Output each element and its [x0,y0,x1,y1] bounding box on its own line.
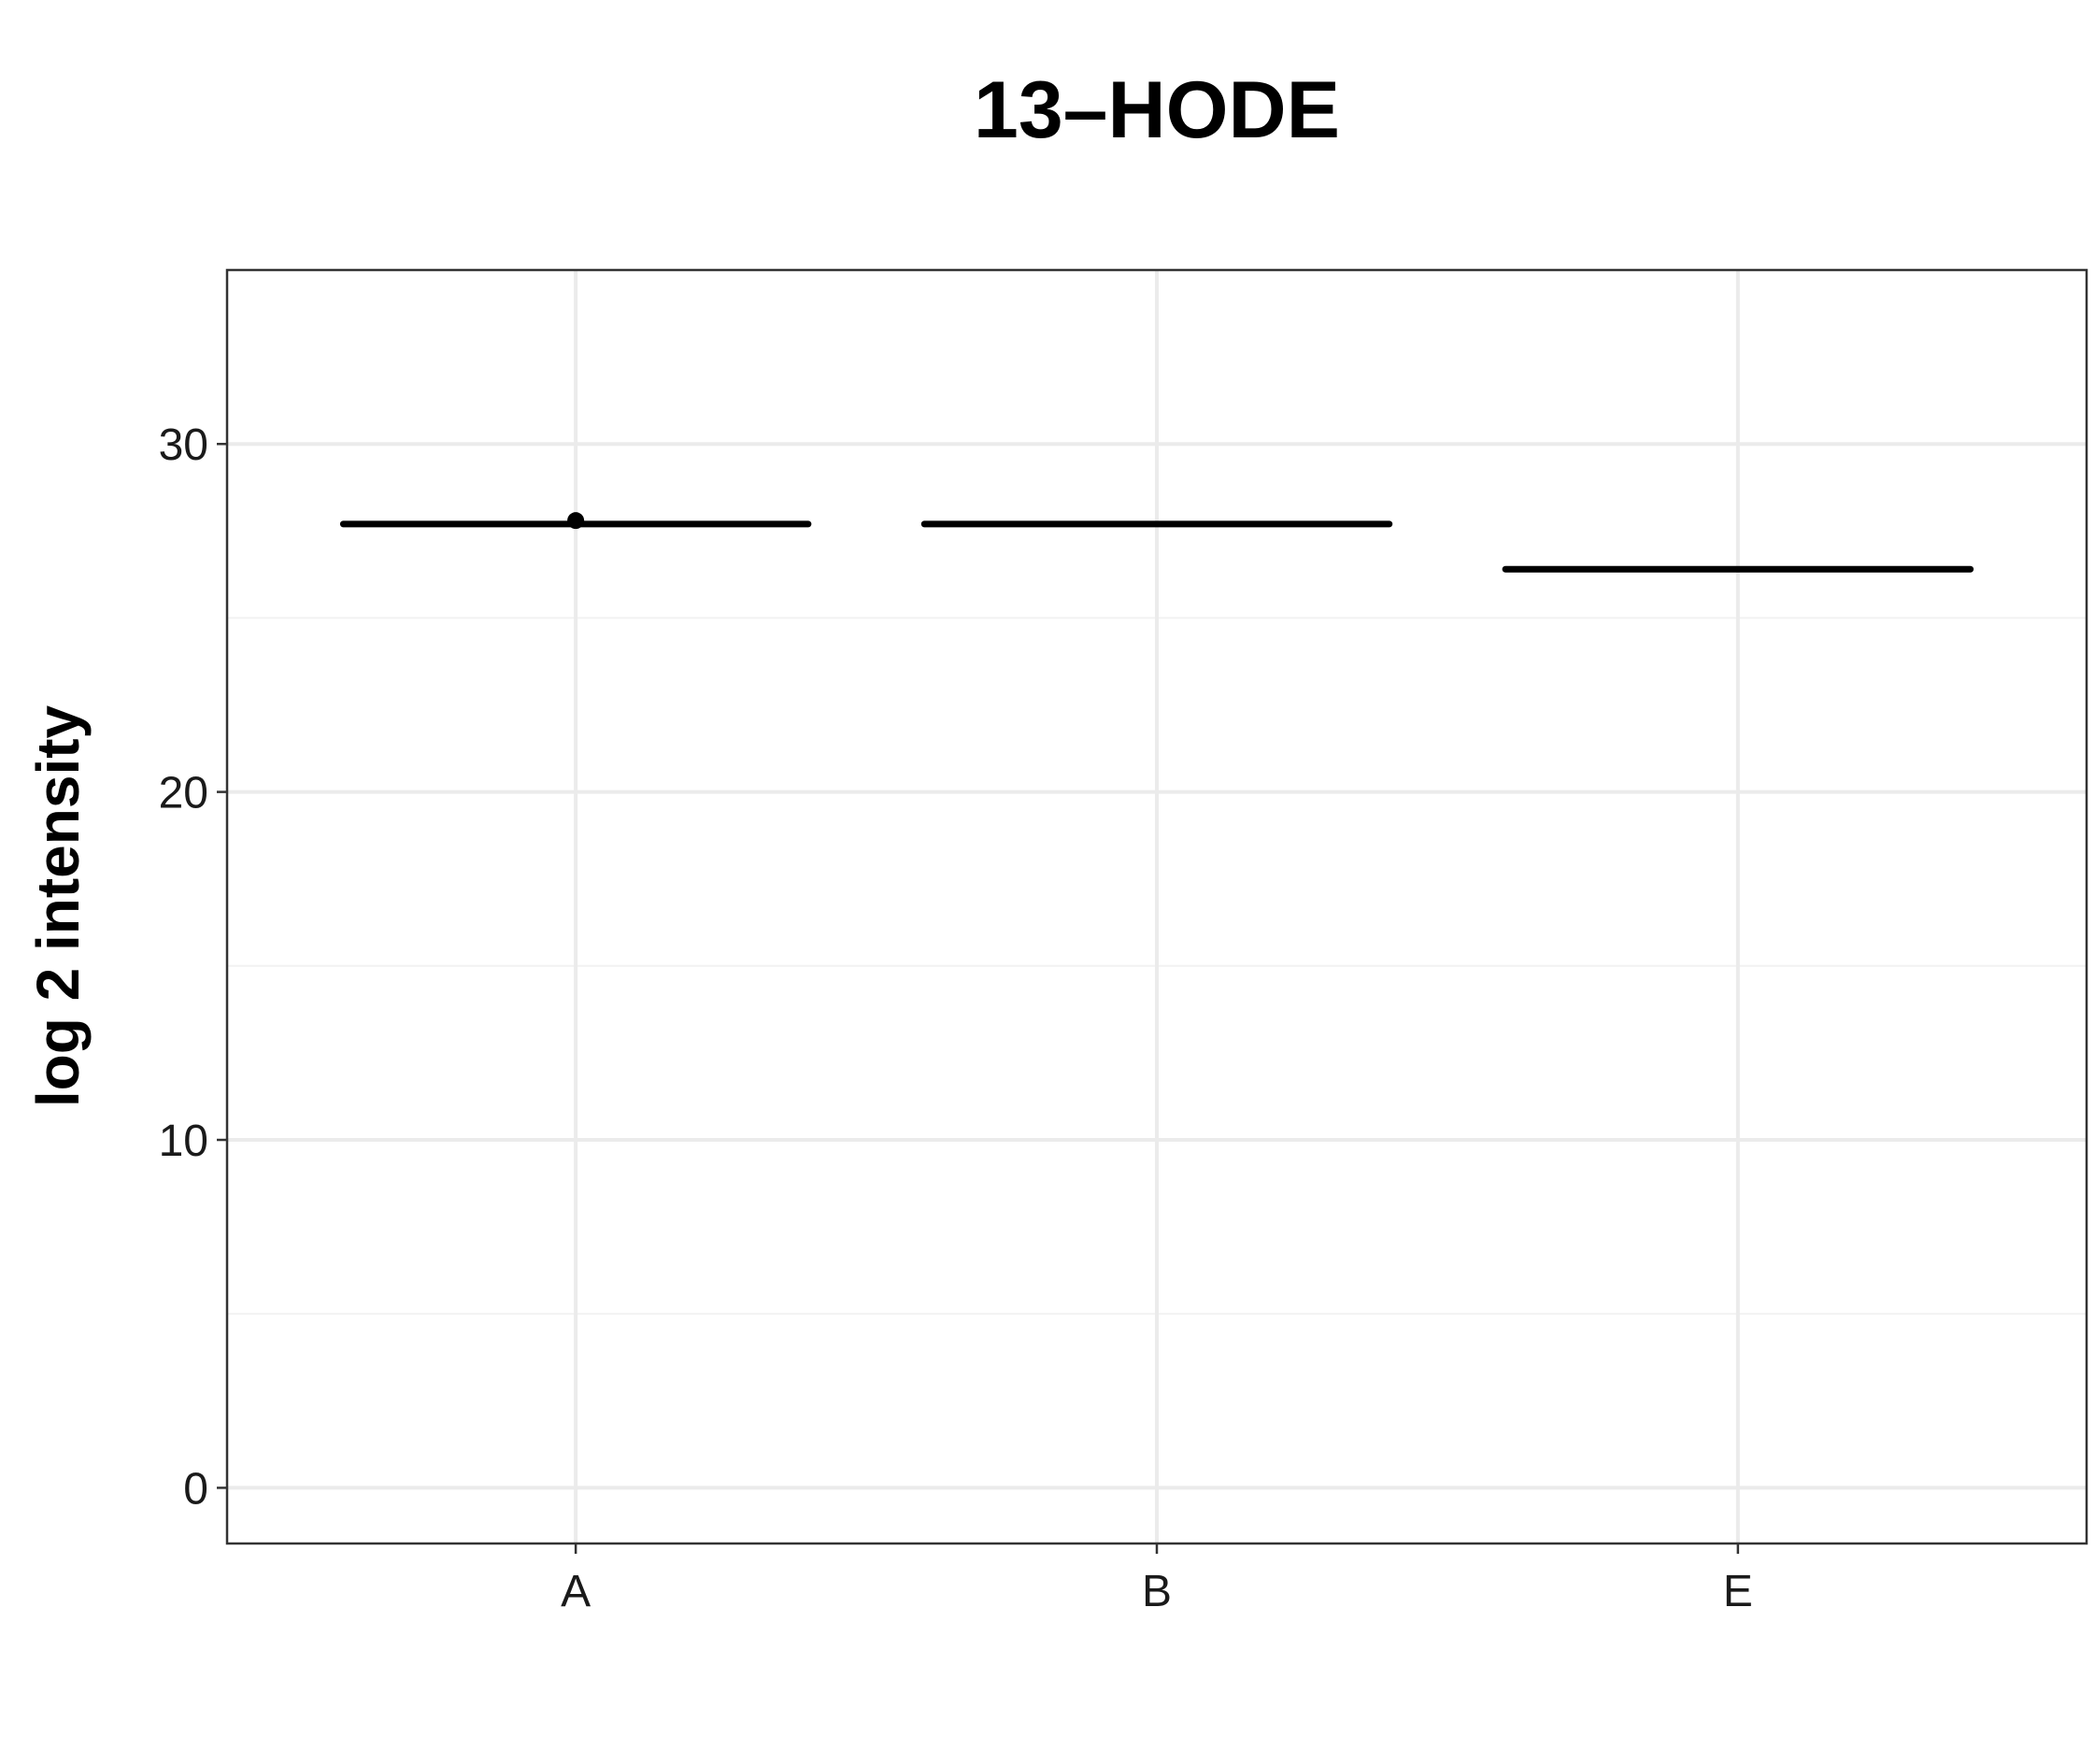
plot-panel-border [225,268,2088,1545]
x-tick-label: A [561,1567,591,1616]
y-tick-label: 30 [159,420,208,470]
y-tick-label: 10 [159,1117,208,1166]
y-axis-label: log 2 intensity [24,704,92,1107]
x-tick-label: B [1142,1567,1172,1616]
marks-layer [339,512,1974,573]
tick-layer: 0 10 20 30 A B E [159,420,1753,1616]
outlier-point-A [567,512,585,530]
grid-layer [227,270,2087,1544]
y-tick-label: 0 [183,1464,208,1514]
chart-title: 13–HODE [974,65,1340,155]
y-tick-label: 20 [159,769,208,818]
x-tick-label: E [1723,1567,1753,1616]
